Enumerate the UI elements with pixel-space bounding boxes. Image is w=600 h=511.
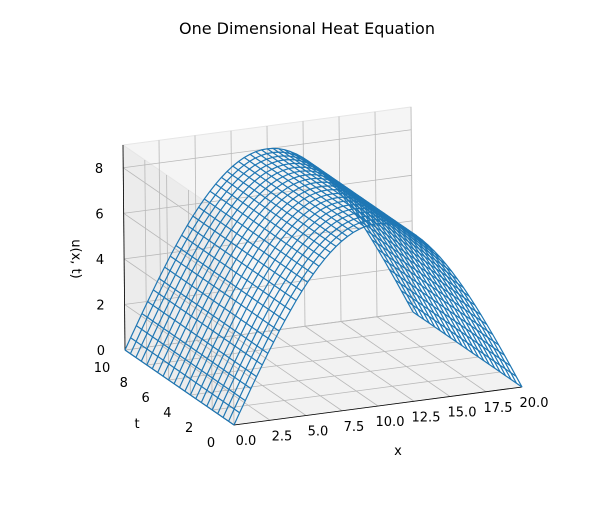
wire-line-x: [164, 266, 274, 343]
x-tick-label: 12.5: [412, 410, 441, 425]
gridline-x-floor: [232, 335, 343, 412]
gridline-t-side: [209, 204, 213, 411]
x-tick-label: 0.0: [236, 434, 257, 449]
z-axis-label: u(x, t): [68, 239, 83, 278]
wire-line-x: [406, 300, 517, 377]
x-tick-label: 15.0: [448, 406, 477, 421]
gridline-x-floor: [304, 325, 415, 402]
wire-line-x: [209, 190, 320, 267]
chart-title: One Dimensional Heat Equation: [179, 19, 435, 38]
x-axis-label: x: [394, 444, 402, 459]
gridline-x-back: [410, 106, 414, 313]
x-axis-line: [233, 386, 523, 426]
gridline-z-back: [124, 266, 413, 305]
wire-line-x: [249, 153, 360, 230]
wire-line-x: [226, 170, 337, 247]
x-tick-label: 20.0: [520, 396, 549, 411]
gridline-x-floor: [340, 321, 451, 397]
wire-line-x: [232, 165, 343, 242]
wire-line-x: [221, 176, 331, 253]
wire-line-x: [147, 301, 257, 378]
z-axis-line: [122, 144, 126, 351]
wire-line-x: [412, 311, 523, 388]
gridline-t-side: [166, 174, 169, 381]
x-tick-label: 2.5: [272, 429, 293, 444]
wire-line-x: [181, 234, 291, 311]
wire-line-x: [203, 198, 314, 275]
wire-line-x: [377, 249, 488, 325]
gridline-t-side: [231, 219, 235, 426]
wire-line-x: [130, 337, 240, 414]
gridline-x-floor: [196, 340, 307, 416]
wire-line-x: [255, 151, 366, 228]
t-tick-label: 2: [185, 421, 193, 436]
gridline-t-floor: [146, 326, 435, 366]
x-tick-label: 5.0: [308, 425, 329, 440]
y-axis-label: t: [134, 417, 139, 432]
x-tick-label: 10.0: [376, 415, 405, 430]
tick-labels: 0.0 2.5 5.0 7.5 10.0 12.5 15.0 17.5 20.002468100…: [94, 162, 549, 451]
wire-line-x: [400, 290, 511, 367]
x-tick-label: 17.5: [484, 401, 513, 416]
wire-line-x: [354, 212, 464, 288]
wire-line-x: [198, 206, 308, 283]
gridline-z-back: [123, 174, 412, 214]
wire-line-x: [330, 181, 441, 258]
t-tick-label: 8: [120, 376, 128, 391]
gridline-x-floor: [376, 316, 487, 393]
gridline-z-side: [123, 213, 233, 289]
wire-line-x: [186, 225, 297, 301]
gridline-t-floor: [190, 356, 479, 396]
wireframe-surface: [124, 147, 523, 426]
wire-line-x: [261, 149, 371, 226]
wire-line-x: [238, 161, 348, 237]
gridline-x-floor: [268, 330, 379, 407]
wire-line-x: [152, 289, 263, 366]
wire-line-x: [135, 325, 246, 402]
gridline-t-side: [188, 189, 191, 396]
z-tick-label: 2: [96, 298, 104, 313]
wire-line-x: [395, 279, 505, 356]
wire-line-x: [359, 220, 470, 297]
wire-line-x: [141, 313, 252, 390]
wire-line-x: [175, 245, 286, 321]
t-tick-label: 10: [94, 361, 111, 376]
t-tick-label: 6: [141, 391, 149, 406]
wire-line-x: [124, 349, 235, 426]
gridline-z-back: [124, 311, 414, 351]
wire-line-x: [365, 229, 476, 306]
z-tick-label: 4: [96, 253, 104, 268]
x-tick-label: 7.5: [344, 420, 365, 435]
gridline-t-floor: [212, 371, 501, 411]
t-tick-label: 0: [207, 436, 215, 451]
wire-line-x: [215, 183, 326, 260]
wire-line-x: [389, 269, 499, 346]
wire-line-x: [192, 215, 303, 292]
wire-line-x: [313, 164, 423, 241]
wire-line-x: [324, 175, 435, 252]
wire-line-x: [383, 259, 494, 335]
wire-line-x: [342, 195, 453, 272]
wire-line-x: [318, 169, 429, 246]
gridline-t-floor: [168, 341, 457, 381]
z-tick-label: 0: [97, 344, 105, 359]
gridline-t-side: [144, 159, 148, 366]
wire-line-x: [158, 277, 269, 354]
wire-line-x: [169, 255, 280, 332]
z-tick-label: 8: [95, 162, 103, 177]
t-tick-label: 4: [163, 406, 171, 421]
wire-line-x: [336, 188, 447, 265]
wire-line-x: [348, 203, 458, 280]
z-tick-label: 6: [95, 207, 103, 222]
wire-line-x: [371, 239, 482, 316]
wire-line-x: [243, 157, 354, 233]
